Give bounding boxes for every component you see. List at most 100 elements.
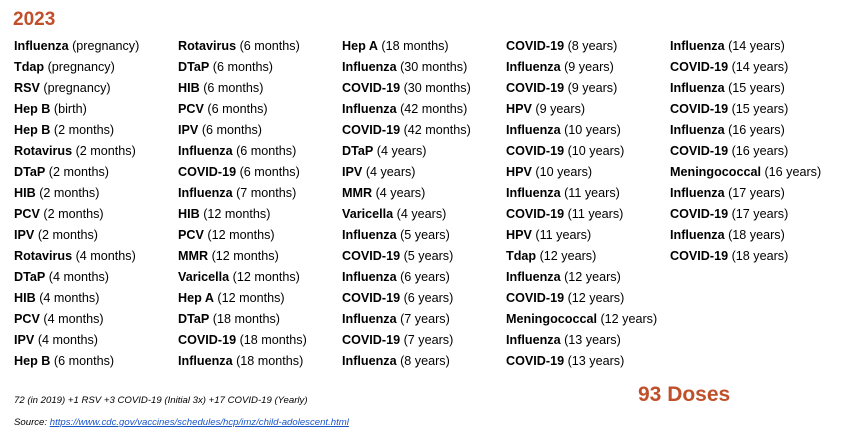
source-link[interactable]: https://www.cdc.gov/vaccines/schedules/h… xyxy=(49,417,349,428)
vaccine-name: Influenza xyxy=(670,81,725,95)
vaccine-entry: Influenza (11 years) xyxy=(506,183,620,204)
vaccine-entry: COVID-19 (42 months) xyxy=(342,120,471,141)
vaccine-age: (12 months) xyxy=(232,270,300,284)
vaccine-age: (2 months) xyxy=(53,123,115,137)
vaccine-name: Hep B xyxy=(14,123,51,137)
vaccine-entry: Influenza (8 years) xyxy=(342,351,450,372)
vaccine-name: HPV xyxy=(506,102,532,116)
vaccine-entry: MMR (4 years) xyxy=(342,183,425,204)
vaccine-entry: Varicella (4 years) xyxy=(342,204,446,225)
vaccine-age: (12 years) xyxy=(567,291,625,305)
vaccine-entry: COVID-19 (5 years) xyxy=(342,246,453,267)
vaccine-entry: Influenza (9 years) xyxy=(506,57,614,78)
vaccine-entry: COVID-19 (8 years) xyxy=(506,36,617,57)
vaccine-age: (9 years) xyxy=(567,81,618,95)
vaccine-name: IPV xyxy=(14,333,35,347)
vaccine-entry: COVID-19 (14 years) xyxy=(670,57,788,78)
vaccine-name: COVID-19 xyxy=(342,249,401,263)
vaccine-entry: IPV (6 months) xyxy=(178,120,262,141)
vaccine-age: (9 years) xyxy=(535,102,586,116)
vaccine-entry: PCV (12 months) xyxy=(178,225,275,246)
vaccine-name: DTaP xyxy=(14,270,46,284)
vaccine-entry: COVID-19 (17 years) xyxy=(670,204,788,225)
vaccine-name: Influenza xyxy=(506,186,561,200)
vaccine-entry: DTaP (6 months) xyxy=(178,57,273,78)
vaccine-age: (15 years) xyxy=(731,102,789,116)
vaccine-name: PCV xyxy=(14,312,40,326)
vaccine-entry: DTaP (2 months) xyxy=(14,162,109,183)
vaccine-entry: Tdap (12 years) xyxy=(506,246,596,267)
vaccine-name: Influenza xyxy=(342,60,397,74)
vaccine-entry: Influenza (6 months) xyxy=(178,141,296,162)
vaccine-name: Hep A xyxy=(178,291,214,305)
vaccine-entry: COVID-19 (6 years) xyxy=(342,288,453,309)
vaccine-name: IPV xyxy=(178,123,199,137)
vaccine-entry: HIB (2 months) xyxy=(14,183,99,204)
vaccine-name: DTaP xyxy=(178,312,210,326)
vaccine-entry: Influenza (14 years) xyxy=(670,36,785,57)
vaccine-age: (pregnancy) xyxy=(43,81,111,95)
vaccine-name: COVID-19 xyxy=(506,81,565,95)
vaccine-entry: Meningococcal (12 years) xyxy=(506,309,657,330)
vaccine-age: (6 months) xyxy=(207,102,268,116)
vaccine-entry: HIB (12 months) xyxy=(178,204,270,225)
vaccine-age: (6 months) xyxy=(239,165,300,179)
vaccine-name: COVID-19 xyxy=(342,291,401,305)
vaccine-age: (12 months) xyxy=(207,228,275,242)
vaccine-name: HIB xyxy=(14,291,36,305)
vaccine-entry: Hep B (2 months) xyxy=(14,120,114,141)
vaccine-entry: COVID-19 (12 years) xyxy=(506,288,624,309)
vaccine-name: IPV xyxy=(14,228,35,242)
vaccine-entry: PCV (4 months) xyxy=(14,309,104,330)
vaccine-name: Rotavirus xyxy=(14,144,73,158)
vaccine-age: (8 years) xyxy=(400,354,450,368)
vaccine-name: Hep B xyxy=(14,354,51,368)
vaccine-name: Tdap xyxy=(14,60,45,74)
vaccine-age: (6 months) xyxy=(203,81,264,95)
vaccine-name: COVID-19 xyxy=(670,207,729,221)
vaccine-entry: Influenza (5 years) xyxy=(342,225,450,246)
vaccine-age: (5 years) xyxy=(403,249,454,263)
vaccine-name: COVID-19 xyxy=(670,60,729,74)
source-line: Source: https://www.cdc.gov/vaccines/sch… xyxy=(14,417,349,428)
vaccine-entry: Influenza (42 months) xyxy=(342,99,467,120)
vaccine-entry: Influenza (15 years) xyxy=(670,78,785,99)
vaccine-name: Rotavirus xyxy=(178,39,237,53)
vaccine-age: (4 months) xyxy=(75,249,136,263)
vaccine-age: (2 months) xyxy=(43,207,104,221)
vaccine-entry: Tdap (pregnancy) xyxy=(14,57,115,78)
vaccine-name: COVID-19 xyxy=(342,81,401,95)
vaccine-name: COVID-19 xyxy=(670,144,729,158)
vaccine-entry: COVID-19 (18 months) xyxy=(178,330,307,351)
vaccine-entry: Hep A (12 months) xyxy=(178,288,285,309)
vaccine-name: COVID-19 xyxy=(506,144,565,158)
vaccine-entry: COVID-19 (30 months) xyxy=(342,78,471,99)
vaccine-name: Influenza xyxy=(506,123,561,137)
vaccine-age: (30 months) xyxy=(403,81,471,95)
vaccine-age: (13 years) xyxy=(564,333,621,347)
vaccine-name: Varicella xyxy=(178,270,230,284)
vaccine-name: Influenza xyxy=(670,228,725,242)
vaccine-age: (13 years) xyxy=(567,354,625,368)
vaccine-age: (16 years) xyxy=(728,123,785,137)
vaccine-name: HIB xyxy=(14,186,36,200)
vaccine-age: (4 years) xyxy=(396,207,447,221)
vaccine-entry: COVID-19 (13 years) xyxy=(506,351,624,372)
vaccine-age: (10 years) xyxy=(567,144,625,158)
vaccine-name: Influenza xyxy=(178,354,233,368)
vaccine-entry: HPV (9 years) xyxy=(506,99,585,120)
vaccine-name: Rotavirus xyxy=(14,249,73,263)
vaccine-age: (42 months) xyxy=(403,123,471,137)
vaccine-name: COVID-19 xyxy=(670,102,729,116)
vaccine-age: (2 months) xyxy=(75,144,136,158)
vaccine-entry: Influenza (7 months) xyxy=(178,183,296,204)
vaccine-name: DTaP xyxy=(178,60,210,74)
vaccine-entry: MMR (12 months) xyxy=(178,246,279,267)
vaccine-name: COVID-19 xyxy=(342,123,401,137)
vaccine-age: (7 years) xyxy=(400,312,450,326)
vaccine-name: MMR xyxy=(178,249,209,263)
vaccine-age: (8 years) xyxy=(567,39,618,53)
vaccine-entry: Influenza (10 years) xyxy=(506,120,621,141)
vaccine-entry: Hep B (6 months) xyxy=(14,351,114,372)
vaccine-entry: Rotavirus (6 months) xyxy=(178,36,300,57)
